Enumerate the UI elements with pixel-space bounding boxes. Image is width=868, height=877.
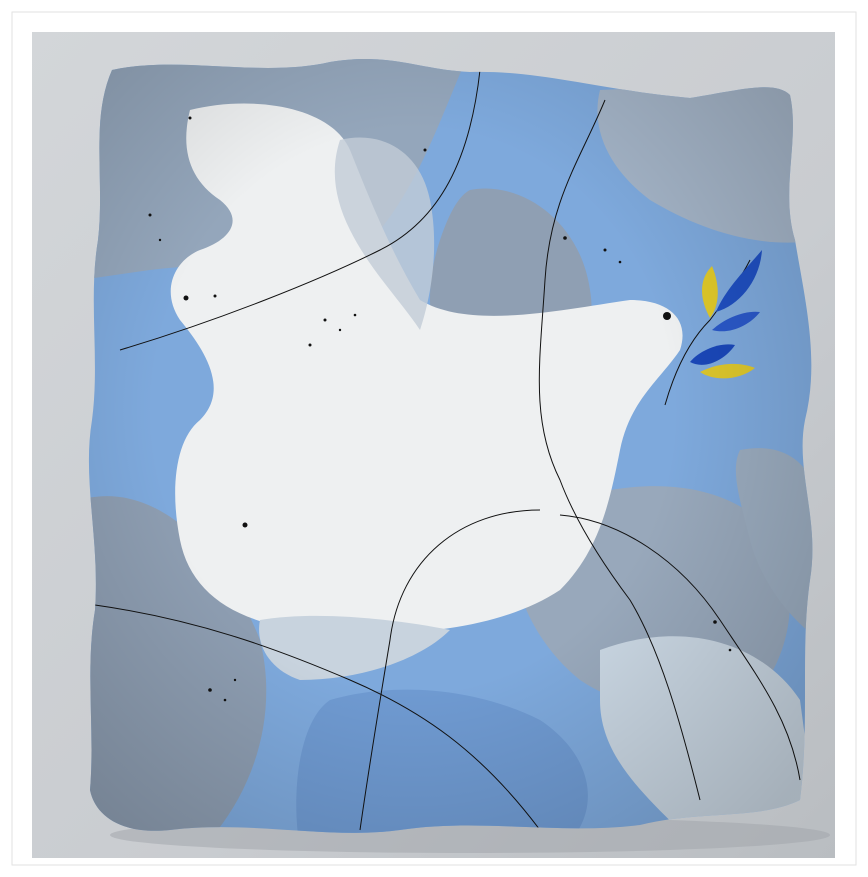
scarf	[88, 58, 813, 833]
frame-border	[11, 11, 857, 866]
